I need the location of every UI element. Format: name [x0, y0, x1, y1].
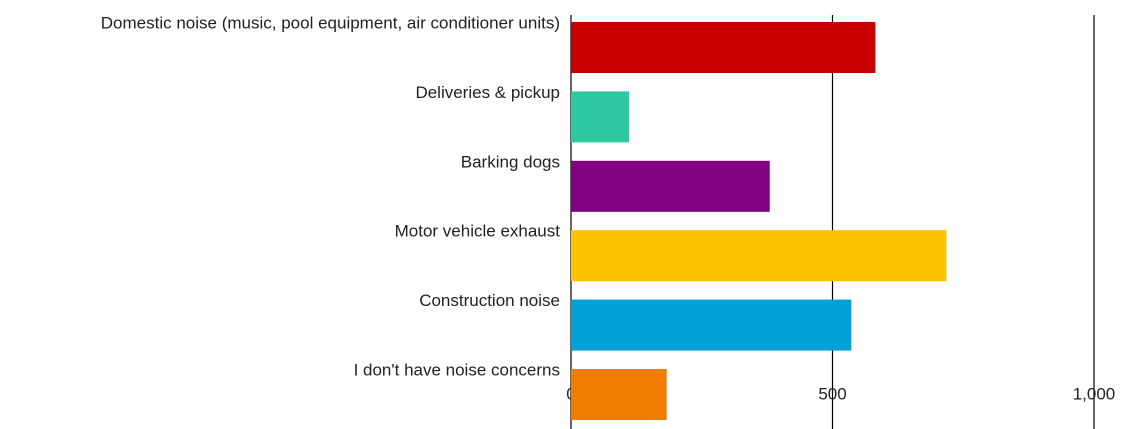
bar — [571, 22, 876, 73]
bar — [571, 299, 852, 351]
x-tick-label: 500 — [818, 384, 846, 403]
y-tick-label: I don't have noise concerns — [354, 360, 560, 379]
y-tick-label: Construction noise — [419, 291, 560, 310]
y-tick-label: Barking dogs — [461, 152, 560, 171]
x-tick-label: 1,000 — [1073, 384, 1116, 403]
y-tick-label: Motor vehicle exhaust — [395, 222, 561, 241]
bar — [571, 160, 770, 212]
bar — [571, 230, 947, 282]
y-tick-label: Domestic noise (music, pool equipment, a… — [101, 13, 560, 32]
bar — [571, 91, 630, 143]
bar — [571, 369, 667, 420]
y-tick-label: Deliveries & pickup — [415, 83, 560, 102]
